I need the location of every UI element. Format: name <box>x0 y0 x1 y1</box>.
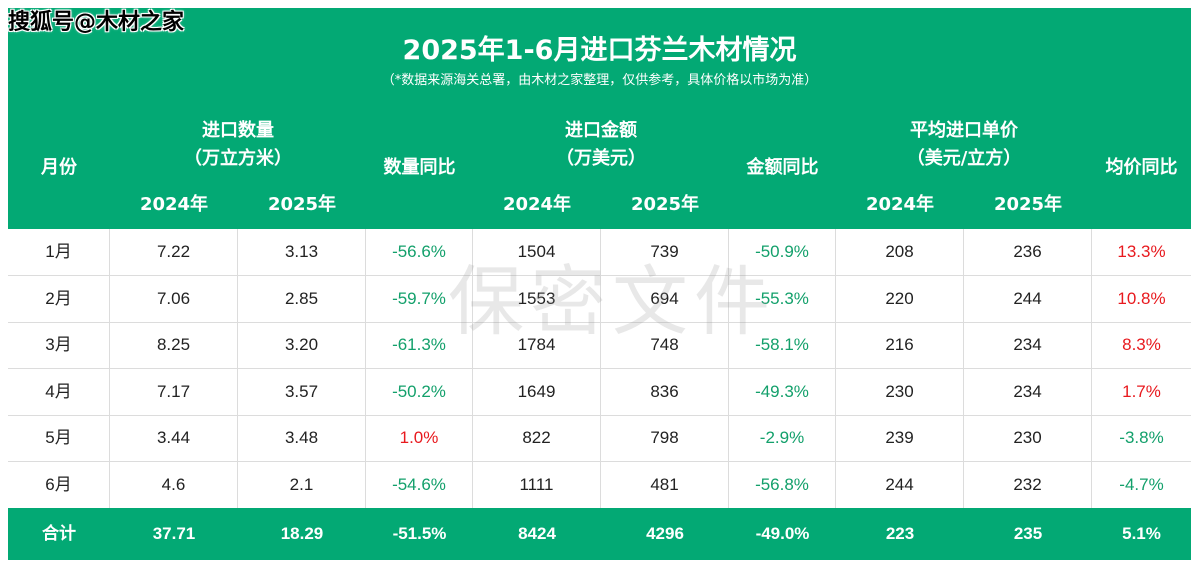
cell-amount-yoy: -50.9% <box>729 229 836 275</box>
header-quantity-2024: 2024年 <box>139 194 209 215</box>
cell-price-yoy: 8.3% <box>1122 335 1161 354</box>
cell-price-2025: 230 <box>964 415 1092 461</box>
cell-price-2024: 244 <box>836 461 964 508</box>
cell-price-yoy: -4.7% <box>1119 474 1164 494</box>
cell-quantity-yoy: -56.6% <box>366 229 473 275</box>
cell-quantity-2024: 8.25 <box>110 322 238 368</box>
table-title: 2025年1-6月进口芬兰木材情况 <box>402 35 797 66</box>
cell-amount-2025: 798 <box>601 415 729 461</box>
cell-amount-2024: 822 <box>473 415 601 461</box>
cell-quantity-2024: 7.17 <box>110 368 238 415</box>
cell-price-2025: 234 <box>964 322 1092 368</box>
data-table: 2025年1-6月进口芬兰木材情况 （*数据来源海关总署，由木材之家整理，仅供参… <box>8 8 1191 560</box>
cell-amount-yoy: -58.1% <box>729 322 836 368</box>
total-amount-2024: 8424 <box>518 524 556 543</box>
cell-quantity-2025: 2.85 <box>238 275 366 322</box>
header-price-title: 平均进口单价 <box>910 120 1018 141</box>
cell-amount-yoy: -2.9% <box>729 415 836 461</box>
cell-amount-2024: 1553 <box>473 275 601 322</box>
cell-amount-2025: 694 <box>601 275 729 322</box>
cell-quantity-2024: 3.44 <box>110 415 238 461</box>
cell-amount-2024: 1784 <box>473 322 601 368</box>
cell-month: 2月 <box>8 275 110 322</box>
header-price-2025: 2025年 <box>993 194 1063 215</box>
cell-price-2025: 234 <box>964 368 1092 415</box>
table-row: 1月 7.22 3.13 -56.6% 1504 739 -50.9% 208 236 13.3% <box>8 229 1191 276</box>
header-price-2024: 2024年 <box>865 194 935 215</box>
header-amount-yoy: 金额同比 <box>746 157 819 178</box>
total-price-2025: 235 <box>1013 524 1043 543</box>
header-quantity-2025: 2025年 <box>267 194 337 215</box>
cell-amount-2025: 739 <box>601 229 729 275</box>
header-price-yoy: 均价同比 <box>1105 157 1178 178</box>
cell-amount-2025: 836 <box>601 368 729 415</box>
cell-quantity-2024: 7.22 <box>110 229 238 275</box>
cell-amount-2024: 1504 <box>473 229 601 275</box>
header-amount-title: 进口金额 <box>565 120 637 141</box>
total-label: 合计 <box>42 524 76 543</box>
total-amount-yoy: -49.0% <box>755 524 810 543</box>
cell-month: 5月 <box>8 415 110 461</box>
header-price-unit: （美元/立方） <box>906 148 1022 169</box>
cell-price-2024: 239 <box>836 415 964 461</box>
total-price-yoy: 5.1% <box>1122 524 1161 543</box>
table-subtitle: （*数据来源海关总署，由木材之家整理，仅供参考，具体价格以市场为准） <box>381 73 818 88</box>
cell-quantity-yoy: -61.3% <box>366 322 473 368</box>
table-row: 6月 4.6 2.1 -54.6% 1111 481 -56.8% 244 232 -4.7% <box>8 461 1191 509</box>
table-row: 4月 7.17 3.57 -50.2% 1649 836 -49.3% 230 234 1.7% <box>8 368 1191 416</box>
cell-amount-2025: 748 <box>601 322 729 368</box>
cell-price-yoy: 13.3% <box>1117 242 1166 261</box>
cell-price-2024: 230 <box>836 368 964 415</box>
header-month: 月份 <box>41 157 77 178</box>
table-row: 5月 3.44 3.48 1.0% 822 798 -2.9% 239 230 -3.8% <box>8 415 1191 462</box>
header-quantity-unit: （万立方米） <box>184 148 292 169</box>
cell-quantity-2025: 3.57 <box>238 368 366 415</box>
cell-amount-2025: 481 <box>601 461 729 508</box>
cell-amount-2024: 1111 <box>473 461 601 508</box>
header-amount-2024: 2024年 <box>502 194 572 215</box>
cell-price-2025: 236 <box>964 229 1092 275</box>
header-amount-unit: （万美元） <box>556 148 646 169</box>
cell-amount-yoy: -49.3% <box>729 368 836 415</box>
total-quantity-2024: 37.71 <box>152 524 196 543</box>
table-header: 2025年1-6月进口芬兰木材情况 （*数据来源海关总署，由木材之家整理，仅供参… <box>8 8 1191 229</box>
table-row: 3月 8.25 3.20 -61.3% 1784 748 -58.1% 216 234 8.3% <box>8 322 1191 369</box>
cell-quantity-2025: 3.13 <box>238 229 366 275</box>
total-price-2024: 223 <box>885 524 915 543</box>
brand-watermark: 搜狐号@木材之家 <box>8 10 185 35</box>
total-row: 合计 37.71 18.29 -51.5% 8424 4296 -49.0% 2… <box>8 508 1191 560</box>
cell-month: 3月 <box>8 322 110 368</box>
cell-price-2024: 208 <box>836 229 964 275</box>
cell-amount-2024: 1649 <box>473 368 601 415</box>
cell-quantity-yoy: 1.0% <box>366 415 473 461</box>
cell-quantity-yoy: -50.2% <box>366 368 473 415</box>
header-amount-2025: 2025年 <box>630 194 700 215</box>
cell-quantity-2025: 2.1 <box>238 461 366 508</box>
total-amount-2025: 4296 <box>646 524 684 543</box>
cell-quantity-2024: 4.6 <box>110 461 238 508</box>
header-quantity-title: 进口数量 <box>202 120 274 141</box>
cell-month: 6月 <box>8 461 110 508</box>
cell-quantity-yoy: -54.6% <box>366 461 473 508</box>
total-quantity-2025: 18.29 <box>280 524 324 543</box>
cell-price-yoy: -3.8% <box>1119 428 1164 447</box>
total-quantity-yoy: -51.5% <box>392 524 447 543</box>
cell-month: 1月 <box>8 229 110 275</box>
header-quantity-yoy: 数量同比 <box>383 157 456 178</box>
cell-quantity-2024: 7.06 <box>110 275 238 322</box>
cell-quantity-2025: 3.48 <box>238 415 366 461</box>
cell-quantity-yoy: -59.7% <box>366 275 473 322</box>
cell-quantity-2025: 3.20 <box>238 322 366 368</box>
cell-price-2024: 216 <box>836 322 964 368</box>
cell-price-yoy: 1.7% <box>1122 381 1161 401</box>
cell-amount-yoy: -55.3% <box>729 275 836 322</box>
cell-month: 4月 <box>8 368 110 415</box>
table-row: 2月 7.06 2.85 -59.7% 1553 694 -55.3% 220 244 10.8% <box>8 275 1191 323</box>
cell-amount-yoy: -56.8% <box>729 461 836 508</box>
cell-price-2025: 244 <box>964 275 1092 322</box>
cell-price-2025: 232 <box>964 461 1092 508</box>
cell-price-2024: 220 <box>836 275 964 322</box>
cell-price-yoy: 10.8% <box>1117 288 1166 308</box>
